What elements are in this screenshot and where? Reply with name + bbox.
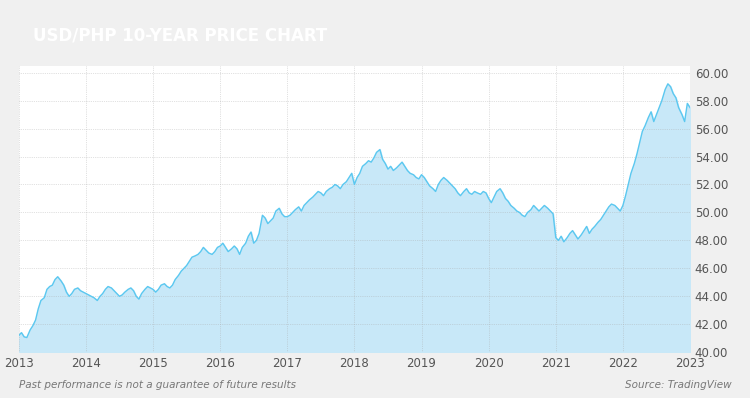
Text: Source: TradingView: Source: TradingView [625,380,731,390]
Text: USD/PHP 10-YEAR PRICE CHART: USD/PHP 10-YEAR PRICE CHART [34,27,328,45]
Text: Past performance is not a guarantee of future results: Past performance is not a guarantee of f… [19,380,296,390]
